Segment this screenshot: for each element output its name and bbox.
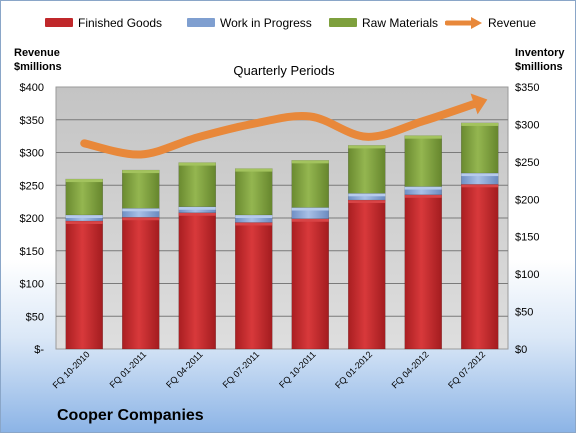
left-tick-label: $400 — [20, 82, 44, 94]
bar-raw-materials — [178, 162, 216, 208]
bar-top-work-in-progress — [65, 215, 103, 219]
bar-top-raw-materials — [461, 122, 499, 126]
bar-top-raw-materials — [122, 170, 160, 174]
legend: Finished Goods Work in Progress Raw Mate… — [1, 15, 575, 33]
right-axis-title-line-2: $millions — [515, 61, 563, 73]
bar-top-work-in-progress — [348, 193, 386, 197]
bar-top-finished-goods — [348, 200, 386, 204]
bar-top-work-in-progress — [235, 215, 273, 219]
x-tick-label: FQ 04-2011 — [164, 349, 205, 390]
legend-item-finished-goods: Finished Goods — [45, 15, 162, 30]
bar-raw-materials — [404, 135, 442, 187]
x-tick-label: FQ 07-2012 — [446, 349, 487, 390]
bar-top-raw-materials — [178, 162, 216, 166]
right-axis-title: Inventory $millions — [515, 46, 575, 74]
left-tick-label: $250 — [20, 180, 44, 192]
x-tick-label: FQ 04-2012 — [390, 349, 431, 390]
revenue-arrowhead — [470, 93, 488, 115]
bar-top-raw-materials — [404, 135, 442, 139]
chart-title: Quarterly Periods — [233, 63, 335, 78]
right-tick-label: $100 — [515, 269, 539, 281]
legend-item-work-in-progress: Work in Progress — [187, 15, 312, 30]
bar-top-work-in-progress — [461, 173, 499, 177]
bar-finished-goods — [404, 194, 442, 350]
bar-top-raw-materials — [65, 179, 103, 183]
right-tick-label: $50 — [515, 307, 533, 319]
left-tick-label: $200 — [20, 213, 44, 225]
legend-swatch-finished-goods — [45, 18, 73, 28]
legend-item-raw-materials: Raw Materials — [329, 15, 438, 30]
legend-swatch-work-in-progress — [187, 18, 215, 28]
left-tick-label: $150 — [20, 246, 44, 258]
legend-item-revenue: Revenue — [445, 15, 536, 30]
bar-top-finished-goods — [461, 184, 499, 188]
legend-arrow-icon — [445, 16, 482, 29]
bar-top-work-in-progress — [291, 207, 329, 211]
bar-finished-goods — [235, 222, 273, 350]
bar-top-raw-materials — [348, 145, 386, 149]
bar-finished-goods — [348, 199, 386, 350]
bar-top-finished-goods — [122, 217, 160, 221]
right-tick-label: $300 — [515, 119, 539, 131]
revenue-line — [80, 93, 488, 159]
legend-label-finished-goods: Finished Goods — [78, 15, 163, 30]
left-tick-label: $50 — [26, 311, 44, 323]
right-axis-title-line-1: Inventory — [515, 47, 565, 59]
bar-top-work-in-progress — [178, 206, 216, 210]
x-tick-label: FQ 07-2011 — [221, 349, 262, 390]
bars — [65, 122, 499, 350]
right-tick-label: $0 — [515, 344, 527, 356]
left-tick-label: $350 — [20, 115, 44, 127]
left-axis-title-line-1: Revenue — [14, 47, 60, 59]
bar-top-work-in-progress — [122, 208, 160, 212]
x-tick-label: FQ 01-2012 — [333, 349, 374, 390]
legend-label-raw-materials: Raw Materials — [362, 15, 439, 30]
left-axis-title-line-2: $millions — [14, 61, 62, 73]
legend-swatch-raw-materials — [329, 18, 357, 28]
bar-raw-materials — [348, 145, 386, 194]
left-axis-title: Revenue $millions — [14, 46, 84, 74]
right-tick-label: $150 — [515, 232, 539, 244]
right-axis: $0 $50 $100 $150 $200 $250 $300 $350 — [515, 82, 539, 356]
bar-raw-materials — [461, 122, 499, 174]
bar-top-work-in-progress — [404, 186, 442, 190]
right-tick-label: $250 — [515, 157, 539, 169]
left-axis: $- $50 $100 $150 $200 $250 $300 $350 $400 — [20, 82, 45, 356]
legend-label-work-in-progress: Work in Progress — [220, 15, 312, 30]
bar-top-raw-materials — [291, 160, 329, 164]
bar-raw-materials — [291, 160, 329, 208]
right-tick-label: $350 — [515, 82, 539, 94]
bar-finished-goods — [178, 212, 216, 350]
bar-finished-goods — [122, 217, 160, 350]
bar-top-finished-goods — [178, 212, 216, 216]
x-tick-label: FQ 10-2011 — [277, 349, 318, 390]
bar-top-finished-goods — [404, 194, 442, 198]
company-name: Cooper Companies — [57, 407, 204, 424]
left-tick-label: $300 — [20, 148, 44, 160]
bar-raw-materials — [235, 168, 273, 216]
bar-raw-materials — [122, 169, 160, 209]
bar-top-finished-goods — [65, 220, 103, 224]
bar-top-finished-goods — [235, 222, 273, 226]
legend-label-revenue: Revenue — [488, 15, 537, 30]
x-tick-label: FQ 10-2010 — [51, 349, 92, 390]
x-tick-label: FQ 01-2011 — [108, 349, 149, 390]
x-axis: FQ 10-2010 FQ 01-2011 FQ 04-2011 FQ 07-2011… — [51, 349, 488, 390]
left-tick-label: $- — [34, 344, 44, 356]
revenue-line-path — [80, 98, 484, 159]
bar-finished-goods — [65, 220, 103, 350]
bar-finished-goods — [291, 218, 329, 350]
left-tick-label: $100 — [20, 279, 44, 291]
bar-finished-goods — [461, 184, 499, 350]
bar-raw-materials — [65, 178, 103, 216]
right-tick-label: $200 — [515, 194, 539, 206]
bar-top-finished-goods — [291, 218, 329, 222]
bar-top-raw-materials — [235, 168, 273, 172]
